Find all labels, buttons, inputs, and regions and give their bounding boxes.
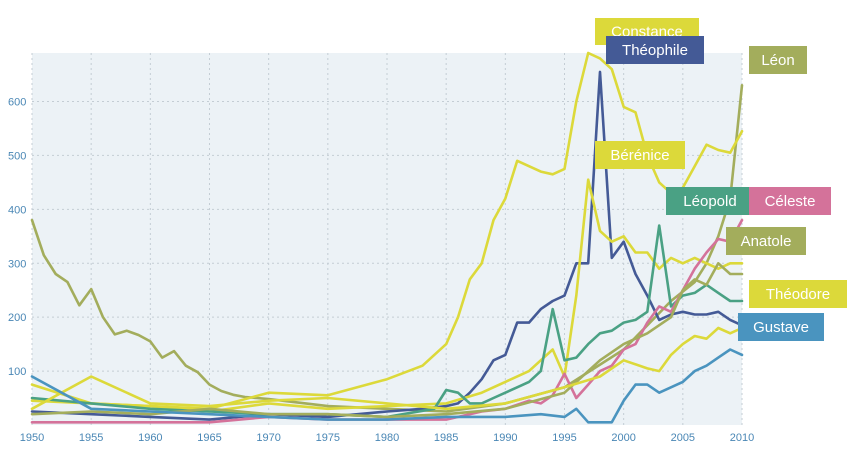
x-tick-label: 2005 bbox=[671, 432, 695, 444]
series-label-box bbox=[726, 227, 806, 255]
series-label: Léopold bbox=[666, 187, 754, 215]
series-label-box bbox=[595, 141, 685, 169]
y-axis-ticks: 100 200 300 400 500 600 bbox=[8, 97, 26, 379]
x-tick-label: 1965 bbox=[197, 432, 221, 444]
series-label: Anatole bbox=[726, 227, 806, 255]
series-label-box bbox=[606, 36, 704, 64]
series-label: Bérénice bbox=[595, 141, 685, 169]
series-label-text: Théophile bbox=[622, 42, 688, 59]
series-label: Céleste bbox=[749, 187, 831, 215]
series-label: Théodore bbox=[749, 280, 847, 308]
series-line-leon bbox=[30, 84, 744, 413]
x-tick-label: 1975 bbox=[316, 432, 340, 444]
x-tick-label: 1990 bbox=[493, 432, 517, 444]
series-label-text: Anatole bbox=[741, 233, 792, 250]
y-tick-label: 400 bbox=[8, 204, 26, 216]
x-tick-label: 1955 bbox=[79, 432, 103, 444]
series-label: Gustave bbox=[738, 313, 824, 341]
x-tick-label: 1950 bbox=[20, 432, 44, 444]
series-line-theodore bbox=[30, 326, 744, 411]
series-label-box bbox=[738, 313, 824, 341]
y-tick-label: 300 bbox=[8, 258, 26, 270]
x-tick-label: 2000 bbox=[611, 432, 635, 444]
series-line-gustave bbox=[30, 348, 744, 424]
y-tick-label: 200 bbox=[8, 312, 26, 324]
series-line-theophile bbox=[30, 70, 744, 421]
series-label-box bbox=[749, 187, 831, 215]
series-label-box bbox=[666, 187, 754, 215]
y-tick-label: 500 bbox=[8, 150, 26, 162]
series-label-box bbox=[749, 46, 807, 74]
series-label: Léon bbox=[749, 46, 807, 74]
series-line-berenice bbox=[30, 178, 744, 413]
x-tick-label: 2010 bbox=[730, 432, 754, 444]
grid bbox=[31, 53, 743, 425]
y-tick-label: 600 bbox=[8, 97, 26, 109]
series-label-text: Léon bbox=[761, 52, 794, 69]
series-label-text: Céleste bbox=[765, 193, 816, 210]
series-label-text: Léopold bbox=[683, 193, 736, 210]
series-label: Théophile bbox=[606, 36, 704, 64]
series-label-box bbox=[749, 280, 847, 308]
x-tick-label: 1995 bbox=[552, 432, 576, 444]
x-axis-ticks: 1950 1955 1960 1965 1970 1975 1980 1985 1990 1995… bbox=[20, 432, 754, 444]
series-line-anatole bbox=[30, 261, 744, 419]
x-tick-label: 1960 bbox=[138, 432, 162, 444]
y-tick-label: 100 bbox=[8, 366, 26, 378]
series-label-text: Théodore bbox=[766, 286, 830, 303]
x-tick-label: 1980 bbox=[375, 432, 399, 444]
series-label-text: Bérénice bbox=[610, 147, 669, 164]
series-label-text: Gustave bbox=[753, 319, 809, 336]
x-tick-label: 1985 bbox=[434, 432, 458, 444]
x-tick-label: 1970 bbox=[256, 432, 280, 444]
